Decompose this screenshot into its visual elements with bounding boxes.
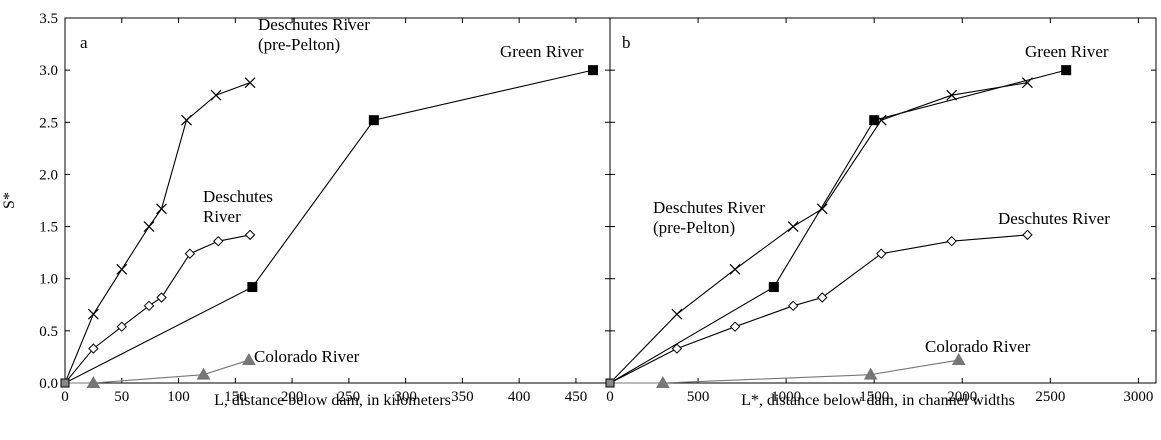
x-tick-label: 2000 bbox=[947, 389, 977, 405]
data-point-diamond bbox=[787, 300, 799, 312]
x-tick-label: 3000 bbox=[1123, 389, 1153, 405]
data-point-square bbox=[869, 115, 880, 126]
data-point-x bbox=[116, 263, 128, 275]
panel-letter: b bbox=[622, 33, 631, 52]
series-label: (pre-Pelton) bbox=[653, 218, 735, 237]
data-point-square bbox=[768, 282, 779, 293]
origin-point bbox=[605, 378, 615, 388]
data-point-diamond bbox=[729, 321, 741, 332]
series-label: Deschutes River bbox=[653, 198, 765, 217]
x-tick-label: 150 bbox=[224, 389, 247, 405]
x-tick-label: 1500 bbox=[859, 389, 889, 405]
data-point-square bbox=[368, 115, 379, 126]
data-point-triangle bbox=[655, 375, 670, 388]
series-line bbox=[609, 69, 1067, 384]
data-point-square bbox=[247, 282, 258, 293]
data-point-diamond bbox=[213, 235, 224, 247]
data-point-diamond bbox=[244, 229, 256, 241]
panel-letter: a bbox=[80, 33, 88, 52]
x-tick-label: 400 bbox=[508, 389, 531, 405]
x-tick-label: 0 bbox=[606, 389, 614, 405]
data-point-triangle bbox=[196, 367, 211, 380]
x-tick-label: 0 bbox=[61, 389, 69, 405]
y-tick-label: 1.5 bbox=[39, 220, 58, 236]
x-tick-label: 300 bbox=[394, 389, 417, 405]
series-label: Deschutes River bbox=[258, 15, 370, 34]
data-point-x bbox=[210, 89, 222, 101]
series-label: Deschutes bbox=[203, 187, 273, 206]
y-tick-label: 1.0 bbox=[39, 272, 58, 288]
series-label: Deschutes River bbox=[998, 209, 1110, 228]
series-line bbox=[609, 82, 1028, 384]
panel-a-chart: 0 50 100 150 200 250 300 350 400 450 0.0 0.5 1.0 1.5 2… bbox=[1, 11, 611, 409]
series-label: (pre-Pelton) bbox=[258, 35, 340, 54]
plot-frame bbox=[609, 17, 1157, 384]
x-tick-label: 350 bbox=[451, 389, 474, 405]
x-tick-label: 200 bbox=[281, 389, 304, 405]
series-label: River bbox=[203, 207, 241, 226]
data-point-square bbox=[1061, 65, 1072, 76]
data-point-x bbox=[671, 308, 683, 320]
data-point-x bbox=[87, 308, 99, 320]
data-point-square bbox=[587, 65, 598, 76]
series-line bbox=[65, 359, 250, 384]
data-point-diamond bbox=[88, 343, 99, 354]
series-label: Green River bbox=[500, 42, 584, 61]
data-point-diamond bbox=[671, 343, 683, 354]
x-axis-title: L*, distance below dam, in channel width… bbox=[741, 392, 1015, 409]
series-label: Green River bbox=[1025, 42, 1109, 61]
series-line bbox=[610, 359, 959, 384]
y-tick-label: 2.5 bbox=[39, 115, 58, 131]
x-tick-label: 500 bbox=[687, 389, 710, 405]
x-tick-label: 2500 bbox=[1035, 389, 1065, 405]
data-point-triangle bbox=[86, 375, 101, 388]
data-point-x bbox=[143, 221, 155, 232]
x-tick-label: 450 bbox=[565, 389, 588, 405]
series-line bbox=[64, 82, 251, 384]
x-tick-label: 1000 bbox=[771, 389, 801, 405]
y-tick-label: 3.0 bbox=[39, 63, 58, 79]
series-line bbox=[64, 234, 251, 384]
y-tick-label: 3.5 bbox=[39, 11, 58, 27]
x-tick-label: 100 bbox=[167, 389, 190, 405]
data-point-x bbox=[244, 77, 256, 89]
y-axis-title: S* bbox=[1, 192, 18, 209]
data-point-diamond bbox=[817, 292, 828, 303]
panel-b-chart: 0 500 1000 1500 2000 2500 3000 L*, distance bel… bbox=[605, 17, 1157, 409]
data-point-diamond bbox=[946, 235, 957, 247]
data-point-diamond bbox=[184, 248, 196, 259]
data-point-diamond bbox=[143, 300, 155, 312]
x-tick-label: 50 bbox=[114, 389, 129, 405]
data-point-diamond bbox=[156, 292, 167, 303]
x-axis-title: L, distance below dam, in kilometers bbox=[214, 392, 451, 409]
origin-point bbox=[60, 378, 70, 388]
y-tick-label: 2.0 bbox=[39, 167, 58, 183]
data-point-x bbox=[181, 114, 192, 126]
data-point-diamond bbox=[1022, 229, 1033, 241]
series-line bbox=[64, 69, 594, 384]
data-point-triangle bbox=[951, 353, 966, 366]
series-line bbox=[609, 234, 1028, 384]
y-tick-label: 0.0 bbox=[39, 376, 58, 392]
data-point-diamond bbox=[876, 248, 887, 259]
data-point-diamond bbox=[116, 321, 127, 332]
series-label: Colorado River bbox=[925, 337, 1031, 356]
data-point-x bbox=[156, 203, 167, 215]
y-tick-label: 0.5 bbox=[39, 324, 58, 340]
data-point-x bbox=[946, 89, 958, 101]
data-point-x bbox=[729, 263, 741, 275]
data-point-x bbox=[787, 221, 799, 232]
data-point-triangle bbox=[242, 353, 256, 366]
series-label: Colorado River bbox=[254, 347, 360, 366]
plot-frame bbox=[64, 17, 611, 384]
x-tick-label: 250 bbox=[338, 389, 361, 405]
data-point-triangle bbox=[863, 367, 878, 380]
